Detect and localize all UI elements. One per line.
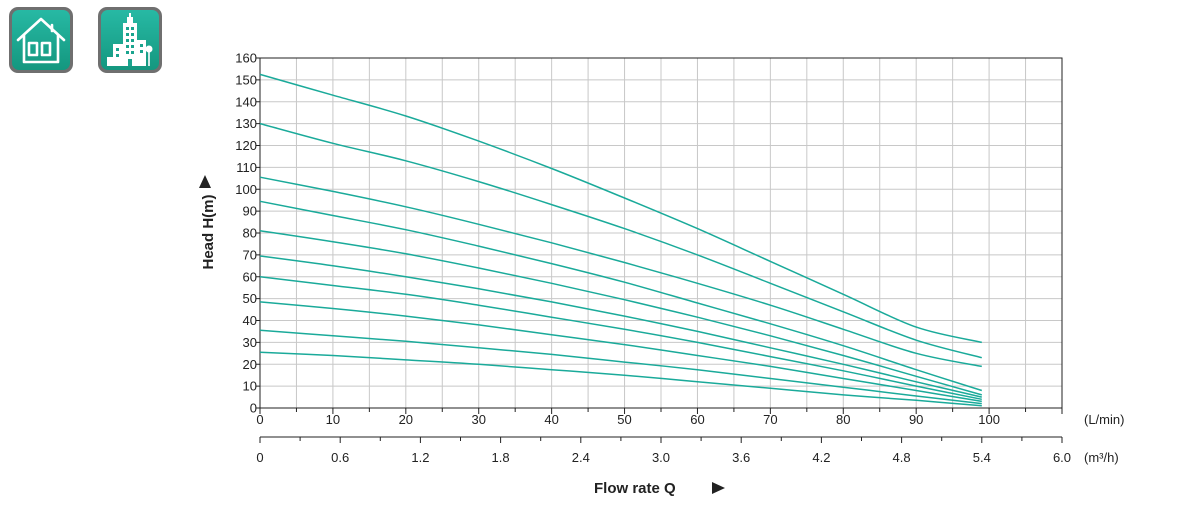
x2-tick-label: 3.0 xyxy=(652,450,670,465)
x2-tick-label: 1.2 xyxy=(411,450,429,465)
house-icon-tile xyxy=(9,7,73,73)
building-icon xyxy=(107,13,153,66)
x2-tick-label: 0.6 xyxy=(331,450,349,465)
y-tick-label: 80 xyxy=(243,226,257,241)
x2-tick-label: 3.6 xyxy=(732,450,750,465)
x-tick-label: 0 xyxy=(256,412,263,427)
y-tick-label: 150 xyxy=(235,72,257,87)
y-axis: 0 10 20 30 40 50 60 70 80 90 100 110 120 130 140 150 160 xyxy=(235,51,260,416)
x2-unit-label: (m³/h) xyxy=(1084,450,1119,465)
x2-tick-label: 6.0 xyxy=(1053,450,1071,465)
x2-tick-label: 1.8 xyxy=(492,450,510,465)
x-axis-m3h: 0 0.6 1.2 1.8 2.4 3.0 3.6 4.2 4.8 5.4 6.0 xyxy=(256,436,1071,465)
y-tick-label: 140 xyxy=(235,94,257,109)
y-tick-label: 20 xyxy=(243,357,257,372)
x2-tick-label: 4.2 xyxy=(812,450,830,465)
y-tick-label: 130 xyxy=(235,116,257,131)
building-icon-tile xyxy=(98,7,162,73)
series-group xyxy=(259,73,983,407)
x-axis-title: Flow rate Q xyxy=(594,480,676,497)
house-icon xyxy=(16,17,66,64)
x-tick-label: 50 xyxy=(617,412,631,427)
x-axis-arrow xyxy=(712,482,725,494)
x-tick-label: 80 xyxy=(836,412,850,427)
x-tick-label: 30 xyxy=(471,412,485,427)
series-line-3 xyxy=(259,176,982,368)
series-line-7 xyxy=(259,276,982,401)
y-axis-arrow xyxy=(199,175,211,188)
y-tick-label: 0 xyxy=(250,401,257,416)
y-tick-label: 30 xyxy=(243,335,257,350)
y-tick-label: 70 xyxy=(243,247,257,262)
x-axis-lmin: 0 10 20 30 40 50 60 70 80 90 100 xyxy=(256,408,1063,427)
y-tick-label: 60 xyxy=(243,269,257,284)
series-line-8 xyxy=(259,301,982,403)
series-line-1 xyxy=(259,73,982,344)
x2-tick-label: 4.8 xyxy=(893,450,911,465)
series-line-9 xyxy=(259,329,982,405)
series-line-10 xyxy=(259,351,982,407)
y-tick-label: 50 xyxy=(243,291,257,306)
y-tick-label: 40 xyxy=(243,313,257,328)
y-tick-label: 10 xyxy=(243,379,257,394)
series-line-6 xyxy=(259,255,982,398)
y-tick-label: 160 xyxy=(235,51,257,66)
x-tick-label: 20 xyxy=(399,412,413,427)
x-tick-label: 90 xyxy=(909,412,923,427)
x-tick-label: 40 xyxy=(544,412,558,427)
x2-tick-label: 5.4 xyxy=(973,450,991,465)
y-tick-label: 110 xyxy=(236,160,257,175)
x2-tick-label: 0 xyxy=(256,450,263,465)
series-line-4 xyxy=(259,200,983,392)
series-line-2 xyxy=(259,122,982,359)
x-tick-label: 100 xyxy=(978,412,1000,427)
x-tick-label: 70 xyxy=(763,412,777,427)
series-line-5 xyxy=(259,230,983,396)
y-tick-label: 90 xyxy=(243,204,257,219)
x-tick-label: 60 xyxy=(690,412,704,427)
grid xyxy=(260,58,1062,408)
x2-tick-label: 2.4 xyxy=(572,450,590,465)
y-tick-label: 100 xyxy=(235,182,257,197)
x-tick-label: 10 xyxy=(326,412,340,427)
y-axis-title: Head H(m) xyxy=(200,194,217,269)
y-tick-label: 120 xyxy=(235,138,257,153)
x-unit-label: (L/min) xyxy=(1084,412,1124,427)
